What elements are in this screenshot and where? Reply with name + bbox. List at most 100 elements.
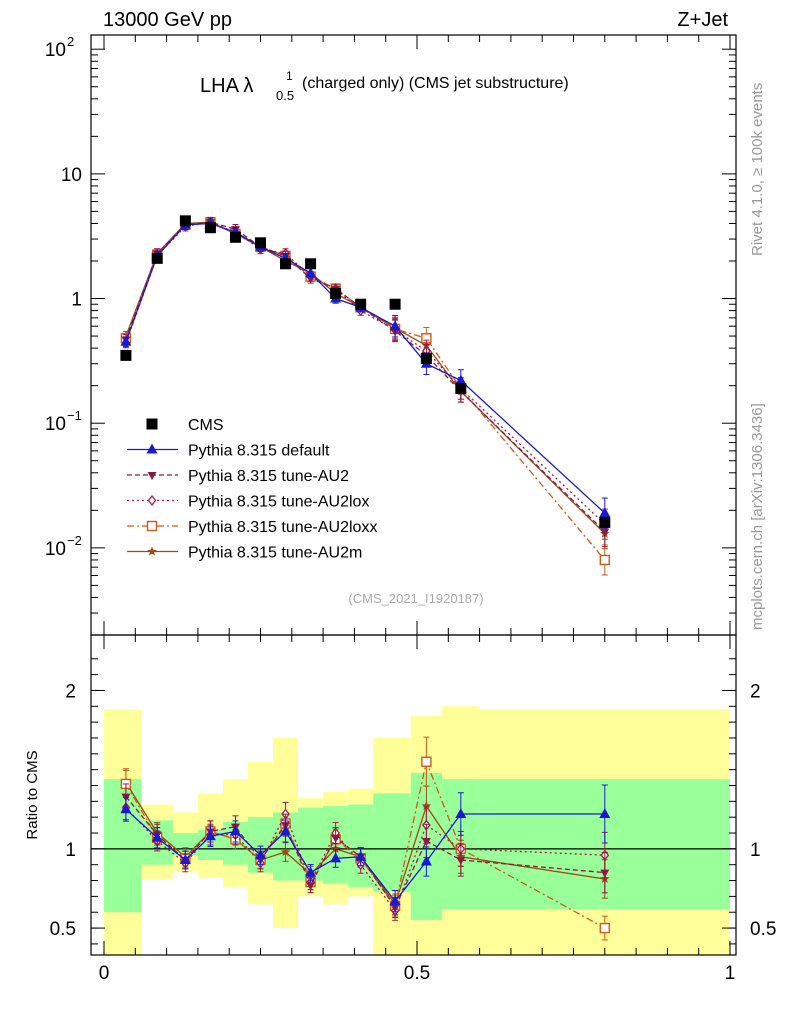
main-point-cms [420,353,432,365]
main-line-au2 [125,221,606,533]
ratio-point-default [151,831,163,842]
legend-marker-au2loxx [146,520,158,532]
ratio-y-tick-label-right: 2 [750,681,761,702]
ratio-point-default [179,853,191,864]
legend-label-au2: Pythia 8.315 tune-AU2 [188,468,349,485]
main-line-au2m [125,221,606,535]
main-point-default [455,374,467,385]
ratio-point-au2loxx [421,756,432,767]
x-tick-label: 0 [99,963,110,984]
main-point-cms [179,215,191,227]
y-tick-label-exponent: −1 [67,408,82,423]
ratio-plot: 2 2 1 1 0.5 0.5 0 0.5 1 [50,634,776,984]
main-point-cms [229,231,241,243]
ratio-point-default [280,825,292,836]
y-tick-label-exponent: −2 [67,533,82,548]
ratio-series-default [120,784,611,913]
ratio-ylabel: Ratio to CMS [24,750,41,839]
legend-marker-au2lox [147,494,157,507]
ratio-point-default [389,895,401,906]
main-point-cms [455,382,467,394]
ratio-point-default [204,830,216,841]
ratio-point-au2 [456,856,466,865]
main-point-au2loxx [599,554,610,566]
ratio-point-au2m [421,801,432,811]
main-point-default [599,507,611,518]
x-tick-label: 0.5 [404,963,430,984]
main-point-cms [330,287,342,299]
main-point-default [305,267,317,278]
ratio-point-au2 [600,869,610,878]
ratio-point-default [305,866,317,877]
title-sub: 0.5 [276,88,294,103]
main-series-cms [120,215,611,528]
ratio-point-default [355,850,367,861]
y-tick-label: 10 [45,539,66,560]
legend: CMS Pythia 8.315 default Pythia 8.315 tune… [127,417,377,562]
ratio-point-au2 [421,837,431,846]
side-text-top: Rivet 4.1.0, ≥ 100k events [749,83,766,256]
ratio-band-inner [348,804,374,887]
legend-label-au2loxx: Pythia 8.315 tune-AU2loxx [188,519,377,536]
header-left: 13000 GeV pp [103,9,232,31]
main-point-cms [305,258,317,270]
legend-label-cms: CMS [188,417,224,434]
x-tick-label: 1 [725,963,736,984]
main-series-au2lox [121,216,610,540]
ratio-point-default [455,808,467,819]
legend-marker-default [146,443,158,454]
ratio-point-au2loxx [599,922,610,934]
plot-title: LHA λ 1 0.5 (charged only) (CMS jet subs… [200,69,569,103]
ratio-point-default [420,855,432,866]
main-point-default [389,320,401,331]
ratio-y-tick-label: 1 [65,840,76,861]
main-point-cms [389,298,401,310]
ratio-point-au2 [331,834,341,843]
ratio-line-default [125,808,605,903]
plot-frame [90,634,737,956]
legend-marker-au2 [147,472,157,480]
main-point-cms [255,237,266,249]
main-point-default [120,335,132,346]
main-point-au2 [600,528,610,537]
main-point-cms [355,298,367,310]
y-tick-label: 10 [45,40,66,61]
main-point-cms [151,252,163,264]
ratio-line-au2m [125,781,605,906]
ratio-point-au2m [280,847,291,857]
legend-label-default: Pythia 8.315 default [188,443,330,460]
y-tick-label: 10 [61,165,82,186]
header-right: Z+Jet [677,9,728,31]
ratio-line-au2 [125,796,605,909]
ratio-y-tick-label-right: 1 [750,840,761,861]
ratio-y-tick-label-right: 0.5 [750,919,776,940]
legend-marker-cms [146,418,158,430]
ratio-point-default [599,808,611,819]
ratio-band-inner [373,793,411,892]
ratio-y-tick-label: 0.5 [50,919,76,940]
title-sup: 1 [286,69,293,83]
ratio-point-default [229,825,241,836]
legend-marker-au2m [147,546,157,556]
legend-label-au2lox: Pythia 8.315 tune-AU2lox [188,494,369,511]
y-tick-label: 1 [71,290,82,311]
title-prefix: LHA λ [200,75,253,97]
side-annotations: Rivet 4.1.0, ≥ 100k events mcplots.cern.… [749,83,766,630]
main-point-cms [120,349,132,361]
ratio-y-tick-label: 2 [65,681,76,702]
ratio-point-au2 [306,882,316,891]
header: 13000 GeV pp Z+Jet [103,9,728,31]
main-point-cms [599,516,611,528]
ratio-point-default [255,849,266,860]
main-point-cms [280,258,292,270]
ratio-point-default [330,852,342,863]
y-tick-label: 10 [45,414,66,435]
ratio-point-default [120,803,132,814]
side-text-bottom: mcplots.cern.ch [arXiv:1306.3436] [749,403,766,630]
y-tick-label-exponent: 2 [67,34,74,49]
title-suffix: (charged only) (CMS jet substructure) [302,75,569,92]
analysis-id: (CMS_2021_I1920187) [348,591,483,606]
legend-label-au2m: Pythia 8.315 tune-AU2m [188,545,362,562]
